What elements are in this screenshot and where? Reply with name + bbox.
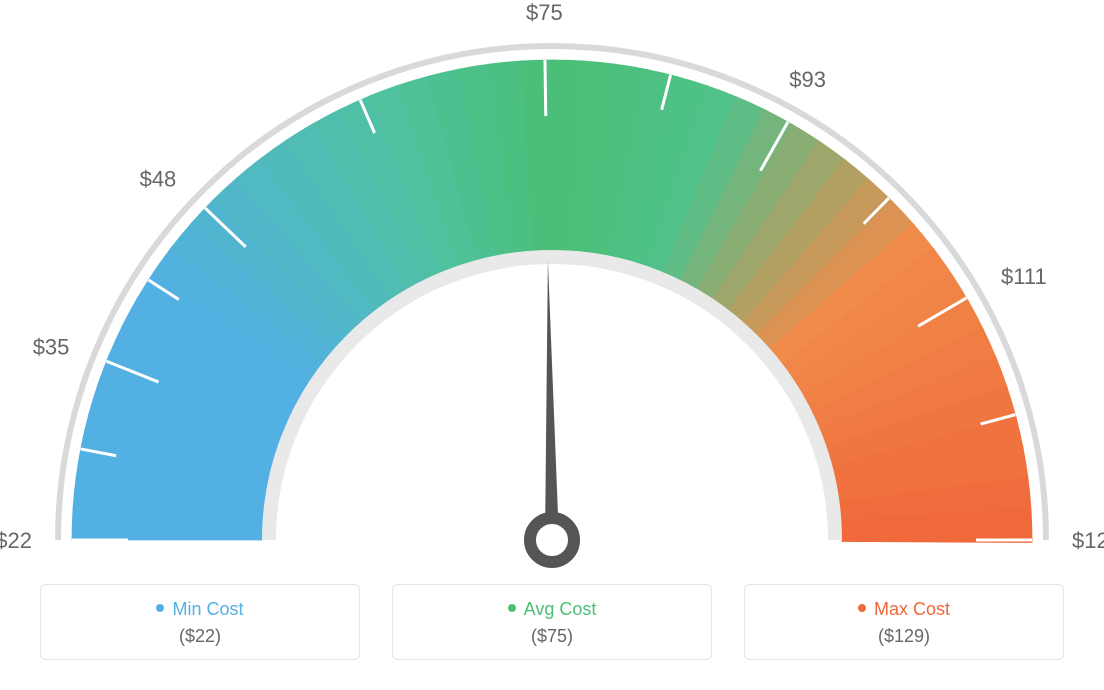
svg-text:$48: $48	[140, 166, 177, 191]
svg-text:$129: $129	[1072, 528, 1104, 553]
legend-avg-value: ($75)	[393, 626, 711, 647]
legend-row: Min Cost ($22) Avg Cost ($75) Max Cost (…	[40, 584, 1064, 660]
svg-text:$111: $111	[1001, 264, 1047, 289]
legend-max-cost: Max Cost ($129)	[744, 584, 1064, 660]
legend-max-value: ($129)	[745, 626, 1063, 647]
legend-max-title: Max Cost	[745, 599, 1063, 620]
legend-min-title: Min Cost	[41, 599, 359, 620]
legend-min-value: ($22)	[41, 626, 359, 647]
legend-min-cost: Min Cost ($22)	[40, 584, 360, 660]
svg-text:$35: $35	[33, 334, 70, 359]
cost-gauge-infographic: $22 $35 $48 $75 $93 $111 $129 Min Cost ($22) A…	[0, 0, 1104, 690]
legend-max-title-text: Max Cost	[874, 599, 950, 619]
legend-avg-title-text: Avg Cost	[524, 599, 597, 619]
legend-avg-title: Avg Cost	[393, 599, 711, 620]
svg-text:$22: $22	[0, 528, 32, 553]
legend-avg-cost: Avg Cost ($75)	[392, 584, 712, 660]
dot-icon	[508, 604, 516, 612]
svg-text:$93: $93	[789, 67, 826, 92]
gauge-chart: $22 $35 $48 $75 $93 $111 $129	[0, 0, 1104, 580]
dot-icon	[858, 604, 866, 612]
svg-text:$75: $75	[526, 0, 563, 25]
dot-icon	[156, 604, 164, 612]
legend-min-title-text: Min Cost	[172, 599, 243, 619]
